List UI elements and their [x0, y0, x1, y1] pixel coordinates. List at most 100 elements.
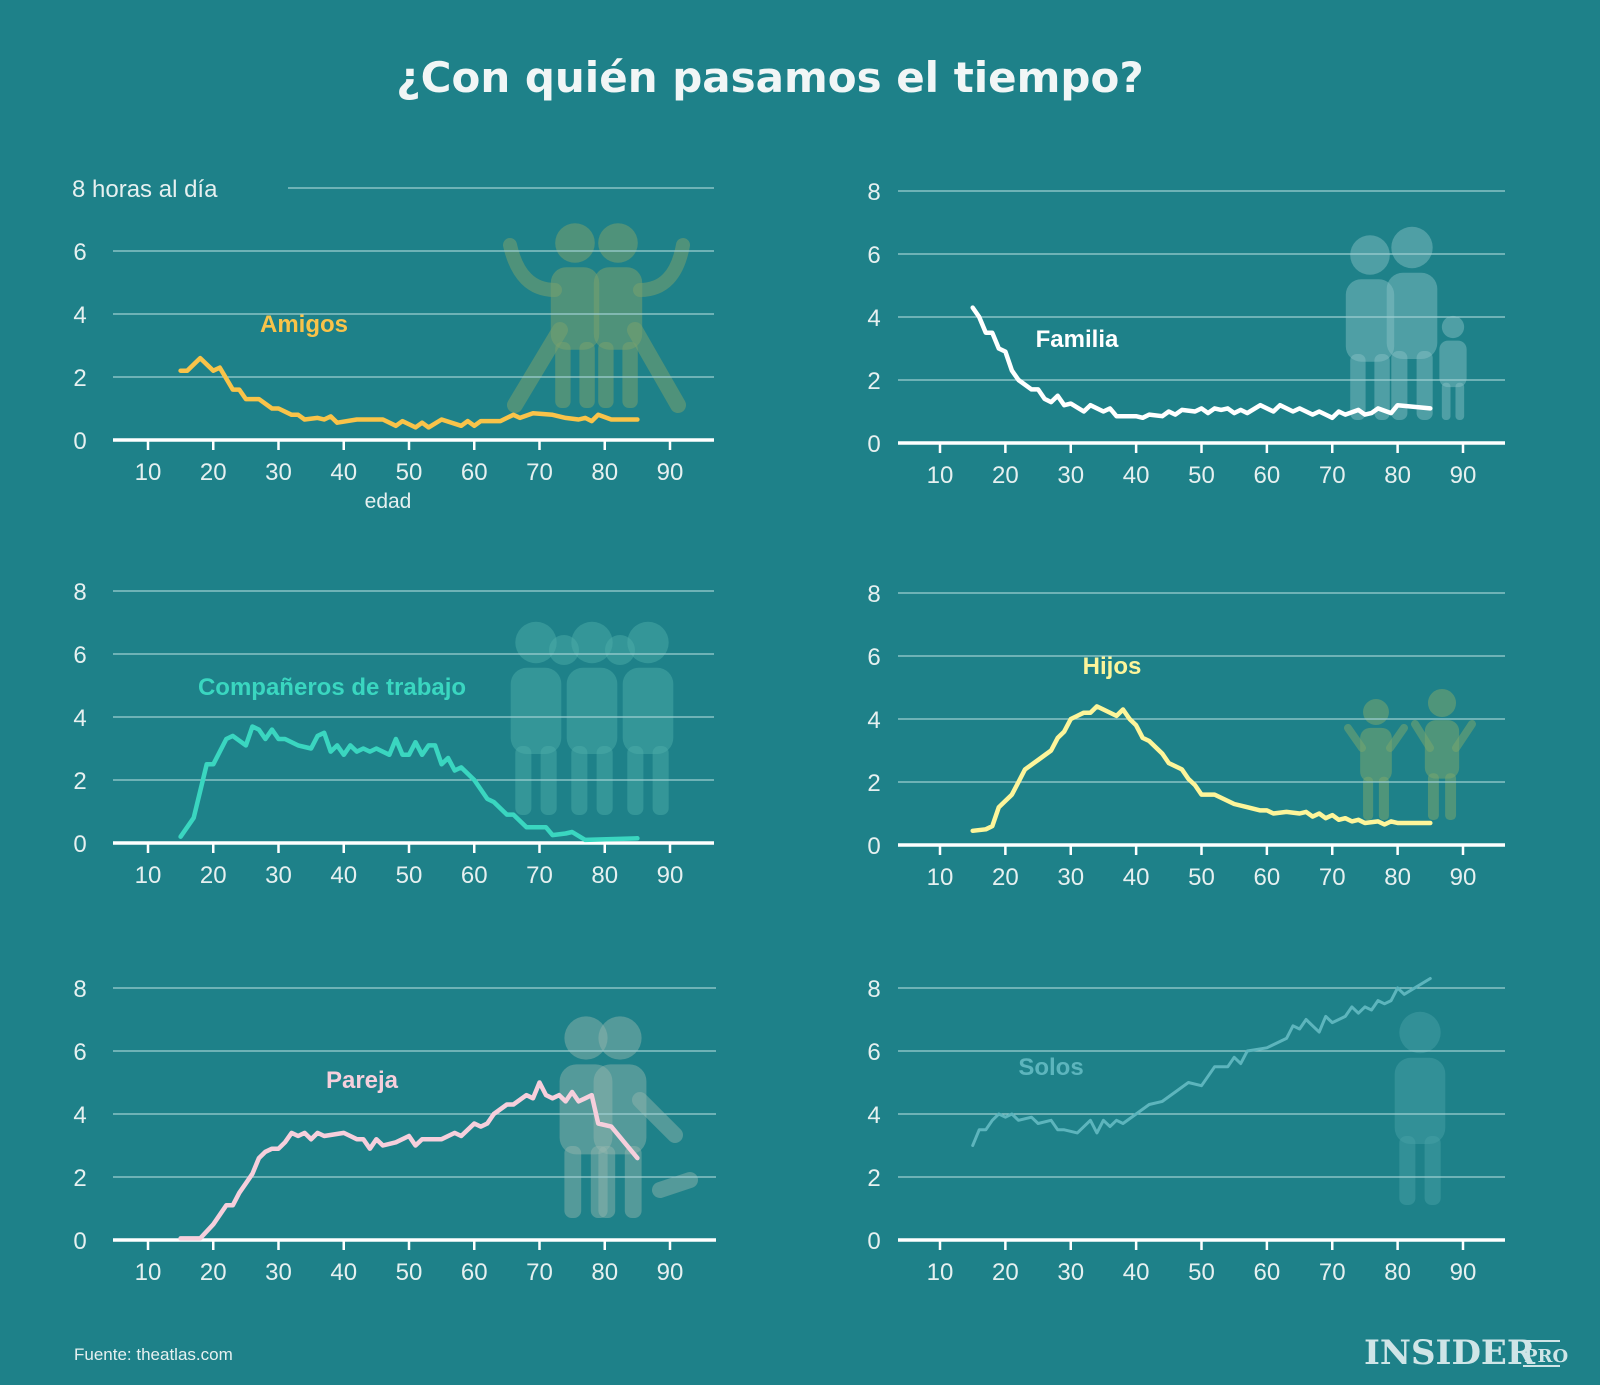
x-tick-label: 30 [1057, 462, 1084, 489]
x-tick-label: 40 [330, 1259, 357, 1286]
x-tick-label: 90 [657, 862, 684, 889]
x-tick-label: 60 [1254, 462, 1281, 489]
y-axis-label: 8 horas al día [72, 176, 218, 203]
x-tick-label: 90 [1450, 462, 1477, 489]
x-tick-label: 30 [265, 459, 292, 486]
x-tick-label: 60 [1254, 864, 1281, 891]
x-tick-label: 90 [657, 1259, 684, 1286]
x-tick-label: 20 [200, 862, 227, 889]
y-tick-label: 8 [867, 581, 880, 608]
y-tick-label: 4 [867, 707, 880, 734]
y-tick-label: 2 [73, 365, 86, 392]
x-tick-label: 50 [396, 1259, 423, 1286]
x-tick-label: 50 [1188, 462, 1215, 489]
logo-sub: PRO [1524, 1346, 1568, 1367]
series-label: Compañeros de trabajo [198, 674, 466, 701]
y-tick-label: 0 [73, 428, 86, 455]
x-tick-label: 10 [135, 1259, 162, 1286]
chart-familia: 0 2 4 6 8 10 20 30 40 50 60 70 80 90 Familia [867, 179, 1505, 489]
x-tick-label: 90 [1450, 1259, 1477, 1286]
x-tick-label: 50 [396, 459, 423, 486]
x-tick-label: 20 [200, 459, 227, 486]
x-tick-label: 50 [1188, 1259, 1215, 1286]
y-tick-label: 6 [867, 242, 880, 269]
y-tick-label: 2 [867, 368, 880, 395]
insider-pro-logo: INSIDER PRO [1364, 1333, 1568, 1373]
x-tick-label: 20 [992, 1259, 1019, 1286]
x-tick-label: 40 [330, 862, 357, 889]
series-line [970, 305, 1433, 421]
series-line [971, 977, 1432, 1147]
x-tick-label: 60 [1254, 1259, 1281, 1286]
x-tick-label: 10 [135, 459, 162, 486]
y-tick-label: 6 [73, 642, 86, 669]
x-tick-label: 10 [927, 462, 954, 489]
x-tick-label: 50 [1188, 864, 1215, 891]
series-label: Hijos [1083, 653, 1142, 680]
x-tick-label: 70 [526, 862, 553, 889]
x-tick-label: 80 [591, 1259, 618, 1286]
series-label: Familia [1036, 326, 1119, 353]
two-friends-icon [503, 223, 690, 413]
y-tick-label: 8 [73, 976, 86, 1003]
x-tick-label: 50 [396, 862, 423, 889]
y-tick-label: 4 [73, 705, 86, 732]
series-line [178, 724, 640, 843]
x-tick-label: 20 [200, 1259, 227, 1286]
chart-hijos: 0 2 4 6 8 10 20 30 40 50 60 70 80 90 Hijos [867, 581, 1505, 891]
y-tick-label: 8 [73, 579, 86, 606]
y-tick-label: 2 [73, 1165, 86, 1192]
person-alone-icon [1394, 1011, 1446, 1205]
y-tick-label: 8 [867, 179, 880, 206]
x-tick-label: 60 [461, 1259, 488, 1286]
x-tick-label: 30 [1057, 864, 1084, 891]
y-tick-label: 2 [73, 768, 86, 795]
x-tick-label: 10 [135, 862, 162, 889]
y-tick-label: 2 [867, 770, 880, 797]
x-tick-label: 30 [265, 862, 292, 889]
source-note: Fuente: theatlas.com [74, 1345, 233, 1364]
x-tick-label: 80 [591, 862, 618, 889]
x-tick-label: 80 [591, 459, 618, 486]
x-tick-label: 70 [526, 459, 553, 486]
chart-solos: 0 2 4 6 8 10 20 30 40 50 60 70 80 90 Solos [867, 976, 1505, 1286]
y-tick-label: 4 [73, 302, 86, 329]
y-tick-label: 4 [867, 1102, 880, 1129]
x-tick-label: 40 [1123, 1259, 1150, 1286]
y-tick-label: 6 [867, 1039, 880, 1066]
x-tick-label: 60 [461, 459, 488, 486]
coworkers-icon [510, 621, 674, 815]
series-line [178, 355, 640, 430]
x-tick-label: 40 [1123, 864, 1150, 891]
x-tick-label: 70 [1319, 1259, 1346, 1286]
logo-main: INSIDER [1364, 1333, 1536, 1373]
y-tick-label: 4 [73, 1102, 86, 1129]
y-tick-label: 0 [867, 431, 880, 458]
x-tick-label: 70 [526, 1259, 553, 1286]
x-tick-label: 40 [1123, 462, 1150, 489]
family-icon [1345, 226, 1467, 420]
y-tick-label: 6 [73, 1039, 86, 1066]
y-tick-label: 8 [867, 976, 880, 1003]
x-tick-label: 70 [1319, 462, 1346, 489]
x-tick-label: 60 [461, 862, 488, 889]
x-tick-label: 90 [1450, 864, 1477, 891]
page-title: ¿Con quién pasamos el tiempo? [396, 53, 1143, 102]
couple-icon [559, 1016, 698, 1218]
x-tick-label: 70 [1319, 864, 1346, 891]
series-line [970, 704, 1433, 834]
series-label: Amigos [260, 311, 348, 338]
series-line [178, 1080, 640, 1241]
series-label: Pareja [326, 1067, 399, 1094]
children-icon [1344, 688, 1476, 820]
series-label: Solos [1018, 1054, 1083, 1081]
y-tick-label: 0 [73, 831, 86, 858]
x-tick-label: 20 [992, 462, 1019, 489]
x-axis-label: edad [365, 490, 412, 513]
x-tick-label: 40 [330, 459, 357, 486]
y-tick-label: 2 [867, 1165, 880, 1192]
y-tick-label: 6 [867, 644, 880, 671]
x-tick-label: 10 [927, 1259, 954, 1286]
